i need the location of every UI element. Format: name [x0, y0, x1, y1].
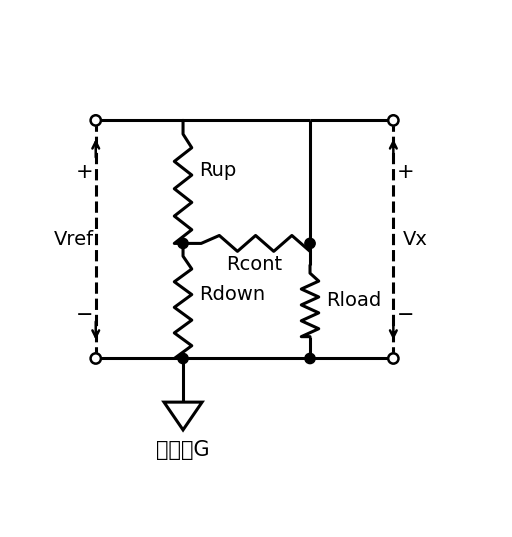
Text: +: + — [396, 162, 414, 182]
Text: Vref: Vref — [54, 230, 94, 249]
Text: Rcont: Rcont — [226, 255, 283, 274]
Text: −: − — [396, 305, 414, 325]
Circle shape — [178, 238, 188, 249]
Circle shape — [388, 115, 398, 126]
Text: Rload: Rload — [326, 292, 381, 310]
Text: +: + — [76, 162, 94, 182]
Circle shape — [91, 115, 101, 126]
Text: −: − — [76, 305, 93, 325]
Circle shape — [91, 353, 101, 364]
Text: Rup: Rup — [199, 161, 236, 179]
Circle shape — [388, 353, 398, 364]
Circle shape — [178, 353, 188, 364]
Circle shape — [305, 353, 315, 364]
Circle shape — [305, 238, 315, 249]
Text: Vx: Vx — [403, 230, 428, 249]
Text: 参考地G: 参考地G — [156, 440, 210, 460]
Text: Rdown: Rdown — [199, 286, 265, 304]
